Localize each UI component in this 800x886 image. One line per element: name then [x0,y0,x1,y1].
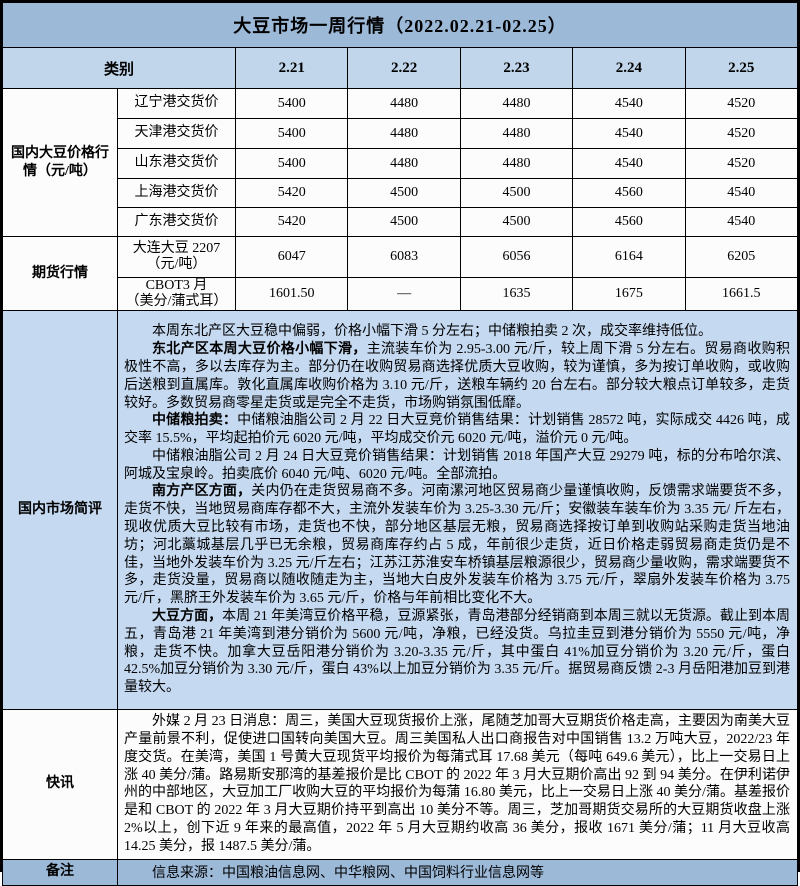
price-value: 4560 [572,178,686,208]
price-value: 4540 [684,178,799,208]
news-text: 外媒 2 月 23 日消息：周三，美国大豆现货报价上涨，尾随芝加哥大豆期货价格走… [117,709,798,860]
price-value: 4480 [347,148,461,179]
remark-source-text: 信息来源：中国粮油信息网、中华粮网、中国饲料行业信息网等 [117,858,798,886]
column-header-date: 2.23 [459,47,574,89]
row-label-line: CBOT3 月 [145,278,208,293]
column-header-date: 2.21 [234,47,349,89]
price-value: 4480 [347,118,461,149]
row-label-line: （元/吨） [146,257,207,272]
price-value: 4540 [572,148,686,179]
price-value: 4480 [459,148,574,179]
group-label-futures: 期货行情 [2,235,118,312]
title-row: 大豆市场一周行情（2022.02.21-02.25） [2,2,798,48]
price-value: 4500 [459,207,574,237]
page-title: 大豆市场一周行情（2022.02.21-02.25） [2,2,798,48]
paragraph-lead: 南方产区方面， [152,484,252,500]
price-value: 6083 [347,236,461,278]
paragraph-text: 中储粮油脂公司 2 月 24 日大豆竞价销售结果：计划销售 2018 年国产大豆… [124,448,790,482]
table-row: 国内大豆价格行情（元/吨） 辽宁港交货价 5400 4480 4480 4540… [2,88,799,237]
row-label-liaoning: 辽宁港交货价 [117,88,236,119]
price-value: 6205 [684,236,799,278]
price-value: 4540 [572,118,686,149]
group-label-domestic-prices: 国内大豆价格行情（元/吨） [2,88,118,237]
row-label-shandong: 山东港交货价 [117,148,236,179]
table-row: 山东港交货价 5400 4480 4480 4540 4520 [3,148,799,179]
price-value: 5420 [234,207,349,237]
price-value: 5400 [234,88,349,119]
commentary-text: 本周东北产区大豆稳中偏弱，价格小幅下滑 5 分左右；中储粮拍卖 2 次，成交率维… [117,310,798,711]
price-value: 1675 [572,276,686,312]
commentary-row: 国内市场简评 本周东北产区大豆稳中偏弱，价格小幅下滑 5 分左右；中储粮拍卖 2… [2,310,798,711]
commentary-paragraph: 本周东北产区大豆稳中偏弱，价格小幅下滑 5 分左右；中储粮拍卖 2 次，成交率维… [124,323,790,341]
commentary-paragraph: 中储粮油脂公司 2 月 24 日大豆竞价销售结果：计划销售 2018 年国产大豆… [124,448,790,484]
column-header-date: 2.24 [572,47,686,89]
price-value: 4500 [459,178,574,208]
remark-row: 备注 信息来源：中国粮油信息网、中华粮网、中国饲料行业信息网等 [2,858,798,886]
table-row: CBOT3 月 （美分/蒲式耳） 1601.50 — 1635 1675 166… [3,276,799,312]
paragraph-text: 关内仍在走货贸易商不多。河南漯河地区贸易商少量谨慎收购，反馈需求端要货不多，走货… [124,484,791,607]
paragraph-text: 外媒 2 月 23 日消息：周三，美国大豆现货报价上涨，尾随芝加哥大豆期货价格走… [124,714,790,854]
paragraph-text: 本周东北产区大豆稳中偏弱，价格小幅下滑 5 分左右；中储粮拍卖 2 次，成交率维… [152,324,712,340]
price-value: 6164 [572,236,686,278]
row-label-tianjin: 天津港交货价 [117,118,236,149]
price-value: 4520 [684,88,799,119]
paragraph-lead: 东北产区本周大豆价格小幅下滑， [152,342,367,358]
price-value: 4500 [347,207,461,237]
price-value: 1635 [459,276,574,312]
row-label-shanghai: 上海港交货价 [117,178,236,208]
price-value: 4480 [459,88,574,119]
news-paragraph: 外媒 2 月 23 日消息：周三，美国大豆现货报价上涨，尾随芝加哥大豆期货价格走… [124,713,790,855]
price-value: — [347,276,461,312]
row-label-line: （美分/蒲式耳） [125,294,228,310]
table-row: 上海港交货价 5420 4500 4500 4560 4540 [3,178,799,208]
column-header-category: 类别 [2,47,236,89]
price-value: 5400 [234,118,349,149]
paragraph-lead: 大豆方面， [152,609,223,625]
section-label-news: 快讯 [2,709,118,860]
column-header-date: 2.22 [347,47,461,89]
commentary-paragraph: 中储粮拍卖：中储粮油脂公司 2 月 22 日大豆竞价销售结果：计划销售 2857… [124,412,790,448]
table-row: 期货行情 大连大豆 2207 （元/吨） 6047 6083 6056 6164… [2,235,799,312]
row-label-guangdong: 广东港交货价 [117,207,236,237]
price-value: 4560 [572,207,686,237]
price-value: 1601.50 [234,276,349,312]
price-value: 4520 [684,118,799,149]
price-value: 1661.5 [684,276,799,312]
price-value: 5400 [234,148,349,179]
price-value: 4480 [347,88,461,119]
table-row: 天津港交货价 5400 4480 4480 4540 4520 [3,118,799,149]
price-value: 6056 [459,236,574,278]
price-value: 4480 [459,118,574,149]
section-label-commentary: 国内市场简评 [2,310,118,711]
commentary-paragraph: 南方产区方面，关内仍在走货贸易商不多。河南漯河地区贸易商少量谨慎收购，反馈需求端… [124,483,790,608]
table-row: 广东港交货价 5420 4500 4500 4560 4540 [3,207,799,237]
price-value: 4500 [347,178,461,208]
commentary-paragraph: 东北产区本周大豆价格小幅下滑，主流装车价为 2.95-3.00 元/斤，较上周下… [124,341,790,412]
price-value: 5420 [234,178,349,208]
header-row: 类别 2.21 2.22 2.23 2.24 2.25 [2,47,799,89]
commentary-paragraph: 大豆方面，本周 21 年美湾豆价格平稳，豆源紧张，青岛港部分经销商到本周三就以无… [124,608,790,697]
price-value: 4540 [684,207,799,237]
paragraph-text: 中储粮油脂公司 2 月 22 日大豆竞价销售结果：计划销售 28572 吨，实际… [124,413,791,447]
section-label-remark: 备注 [2,858,118,886]
column-header-date: 2.25 [684,47,799,89]
price-value: 4540 [572,88,686,119]
price-value: 6047 [234,236,349,278]
news-row: 快讯 外媒 2 月 23 日消息：周三，美国大豆现货报价上涨，尾随芝加哥大豆期货… [2,709,798,860]
paragraph-text: 主流装车价为 2.95-3.00 元/斤，较上周下滑 5 分左右。贸易商收购积极… [124,342,790,411]
row-label-line: 大连大豆 2207 [132,240,221,256]
row-label-cbot: CBOT3 月 （美分/蒲式耳） [117,276,236,312]
paragraph-text: 本周 21 年美湾豆价格平稳，豆源紧张，青岛港部分经销商到本周三就以无货源。截止… [124,609,791,696]
price-value: 4520 [684,148,799,179]
paragraph-lead: 中储粮拍卖： [152,413,238,429]
row-label-dalian-soybean: 大连大豆 2207 （元/吨） [117,236,236,278]
